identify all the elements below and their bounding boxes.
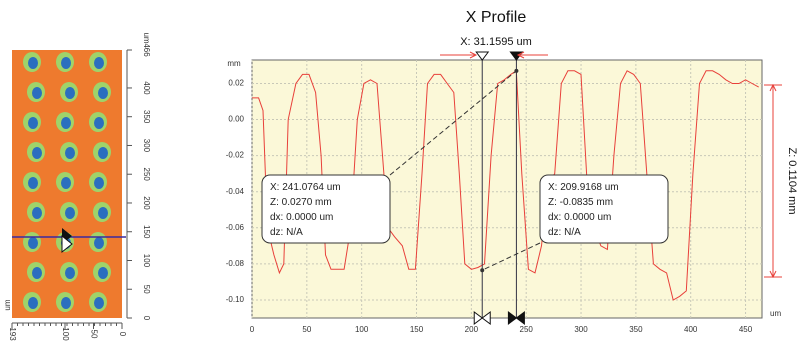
y-tick-label: 0 — [142, 316, 151, 321]
annotation-text: dx: 0.0000 um — [270, 212, 333, 223]
heatmap-blob-core — [28, 237, 38, 249]
y-tick-label: -0.04 — [226, 187, 245, 196]
y-tick-label: 50 — [142, 285, 151, 294]
y-tick-label: 250 — [142, 168, 151, 182]
chart-title: X Profile — [466, 9, 527, 26]
delta-z-label: Z: 0.1104 mm — [786, 147, 798, 214]
y-tick-label: 466 — [142, 43, 151, 57]
heatmap-blob-core — [94, 297, 104, 309]
heatmap-blob-core — [28, 297, 38, 309]
y-tick-label: 350 — [142, 110, 151, 124]
annotation-text: Z: -0.0835 mm — [548, 197, 613, 208]
heatmap-blob-core — [94, 177, 104, 189]
y-tick-label: 0.00 — [228, 115, 244, 124]
annotation-text: Z: 0.0270 mm — [270, 197, 332, 208]
y-tick-label: 150 — [142, 225, 151, 239]
heatmap-blob-core — [65, 207, 75, 219]
heatmap-blob-core — [98, 87, 108, 99]
heatmap-blob-core — [65, 87, 75, 99]
heatmap-blob-core — [65, 147, 75, 159]
x-tick-label: 50 — [89, 330, 98, 339]
heatmap-blob-core — [32, 87, 42, 99]
x-tick-label: 100 — [355, 325, 369, 334]
heatmap-blob-core — [61, 57, 71, 69]
heatmap-blob-core — [98, 267, 108, 279]
x-tick-label: 450 — [739, 325, 753, 334]
x-tick-label: 0 — [250, 325, 255, 334]
x-tick-label: 250 — [520, 325, 534, 334]
y-tick-label: 200 — [142, 196, 151, 210]
y-tick-label: -0.10 — [226, 295, 245, 304]
y-tick-label: 400 — [142, 81, 151, 95]
x-tick-label: 400 — [684, 325, 698, 334]
annotation-text: X: 241.0764 um — [270, 182, 341, 193]
x-tick-label: 100 — [61, 327, 70, 341]
y-axis-unit: um — [142, 32, 151, 43]
heatmap-blob-core — [94, 57, 104, 69]
x-tick-label: 150 — [410, 325, 424, 334]
heatmap-blob-core — [32, 207, 42, 219]
annotation-text: dz: N/A — [270, 227, 303, 238]
heatmap-blob-core — [94, 117, 104, 129]
heatmap-blob-core — [28, 57, 38, 69]
heatmap-blob-core — [61, 177, 71, 189]
x-axis-unit: um — [770, 309, 781, 318]
heatmap-blob-core — [28, 117, 38, 129]
x-tick-label: 0 — [118, 332, 127, 337]
y-tick-label: 100 — [142, 254, 151, 268]
heatmap-blob-core — [61, 297, 71, 309]
x-tick-label: 200 — [465, 325, 479, 334]
annotation-text: dz: N/A — [548, 227, 581, 238]
heatmap-blob-core — [94, 237, 104, 249]
annotation-box: X: 241.0764 um Z: 0.0270 mm dx: 0.0000 um d… — [262, 175, 390, 243]
y-tick-label: -0.08 — [226, 259, 245, 268]
x-tick-label: 193 — [8, 327, 17, 341]
y-tick-label: 300 — [142, 139, 151, 153]
heatmap-blob-core — [98, 147, 108, 159]
heatmap-blob-core — [61, 117, 71, 129]
y-axis-unit: mm — [227, 59, 241, 68]
annotation-box: X: 209.9168 um Z: -0.0835 mm dx: 0.0000 um… — [540, 175, 668, 243]
y-tick-label: -0.02 — [226, 151, 245, 160]
x-tick-label: 350 — [629, 325, 643, 334]
screen: 050100150200250300350400466um193100500um… — [0, 0, 809, 348]
heatmap-blob-core — [32, 147, 42, 159]
heatmap-blob-core — [28, 177, 38, 189]
y-tick-label: -0.06 — [226, 223, 245, 232]
x-axis-unit: um — [3, 299, 12, 310]
x-tick-label: 50 — [302, 325, 311, 334]
heatmap-blob-core — [98, 207, 108, 219]
delta-x-label: X: 31.1595 um — [460, 36, 532, 48]
annotation-text: X: 209.9168 um — [548, 182, 619, 193]
annotation-text: dx: 0.0000 um — [548, 212, 611, 223]
y-tick-label: 0.02 — [228, 79, 244, 88]
heatmap-blob-core — [32, 267, 42, 279]
heatmap-blob-core — [65, 267, 75, 279]
x-tick-label: 300 — [574, 325, 588, 334]
